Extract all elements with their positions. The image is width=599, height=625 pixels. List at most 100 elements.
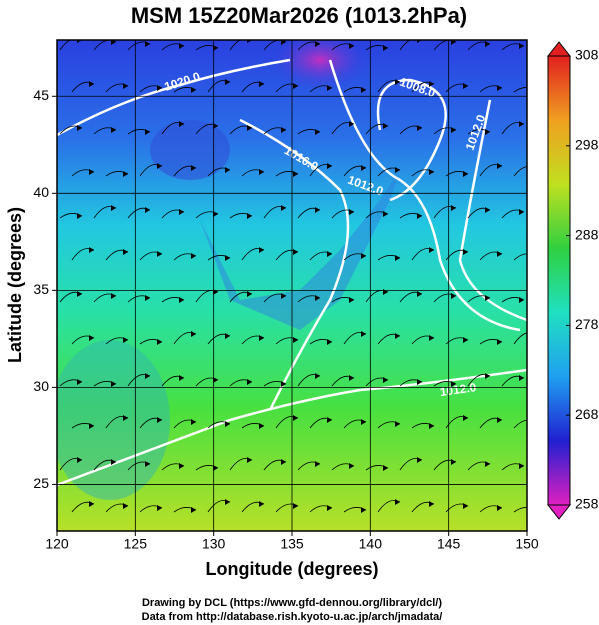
isobar	[376, 78, 447, 202]
stream-arrow	[361, 165, 366, 171]
colorbar-tick-label: 258	[575, 496, 599, 512]
stream-arrow	[395, 79, 400, 85]
streamline	[59, 40, 82, 51]
stream-arrow	[259, 335, 264, 341]
stream-arrow	[417, 125, 422, 131]
stream-arrow	[395, 421, 400, 427]
stream-arrow	[327, 417, 332, 423]
stream-arrow	[111, 40, 116, 45]
stream-arrow	[361, 87, 366, 93]
stream-arrow	[327, 163, 332, 169]
stream-arrow	[531, 165, 536, 171]
chart-title: MSM 15Z20Mar2026 (1013.2hPa)	[131, 3, 467, 28]
stream-arrow	[281, 293, 286, 299]
stream-arrow	[111, 293, 116, 299]
stream-arrow	[259, 501, 264, 507]
stream-arrow	[315, 373, 320, 379]
colorbar-tick-label: 268	[575, 406, 599, 422]
stream-arrow	[111, 459, 116, 465]
stream-arrow	[519, 463, 524, 469]
stream-arrow	[145, 129, 150, 135]
streamline	[513, 507, 527, 513]
stream-arrow	[293, 83, 298, 89]
isobar	[57, 58, 291, 137]
stream-arrow	[383, 211, 388, 217]
y-tick-label: 25	[33, 475, 49, 491]
stream-arrow	[179, 121, 184, 127]
stream-arrow	[429, 247, 434, 253]
x-tick-label: 130	[202, 536, 226, 552]
stream-arrow	[451, 127, 456, 133]
stream-arrow	[485, 295, 490, 301]
stream-arrow	[417, 457, 422, 463]
stream-arrow	[247, 457, 252, 463]
stream-arrow	[157, 339, 162, 345]
stream-arrow	[327, 505, 332, 511]
stream-arrow	[485, 373, 490, 379]
stream-arrow	[463, 415, 468, 421]
y-tick-label: 40	[33, 184, 49, 200]
stream-arrow	[247, 379, 252, 385]
stream-arrow	[519, 43, 524, 49]
stream-arrow	[191, 165, 196, 171]
stream-arrow	[383, 123, 388, 129]
x-tick-label: 140	[359, 536, 383, 552]
stream-arrow	[293, 249, 298, 255]
stream-arrow	[497, 417, 502, 423]
stream-arrow	[361, 331, 366, 337]
stream-arrow	[429, 335, 434, 341]
streamline	[513, 87, 527, 93]
stream-arrow	[281, 459, 286, 465]
stream-arrow	[497, 85, 502, 91]
stream-arrow	[123, 503, 128, 509]
stream-arrow	[89, 81, 94, 87]
stream-arrow	[111, 127, 116, 133]
colorbar-top	[546, 41, 572, 57]
stream-arrow	[327, 339, 332, 345]
stream-arrow	[77, 457, 82, 463]
streamline	[513, 419, 527, 429]
stream-arrow	[157, 417, 162, 423]
stream-arrow	[361, 419, 366, 425]
stream-arrow	[213, 465, 218, 471]
stream-arrow	[497, 163, 502, 169]
credit: Data from http://database.rish.kyoto-u.a…	[142, 611, 443, 623]
stream-arrow	[89, 247, 94, 253]
stream-arrow	[531, 419, 536, 425]
stream-arrow	[417, 291, 422, 297]
stream-arrow	[417, 213, 422, 219]
colorbar-bottom	[546, 504, 572, 520]
isobar	[239, 118, 350, 411]
stream-arrow	[349, 121, 354, 127]
stream-arrow	[259, 247, 264, 253]
stream-arrow	[417, 379, 422, 385]
stream-arrow	[463, 83, 468, 89]
stream-arrow	[293, 415, 298, 421]
isobar	[458, 99, 527, 322]
stream-arrow	[89, 335, 94, 341]
stream-arrow	[531, 331, 536, 337]
stream-arrow	[145, 41, 150, 47]
stream-arrow	[179, 43, 184, 49]
stream-arrow	[225, 255, 230, 261]
x-tick-label: 120	[45, 536, 69, 552]
x-tick-label: 150	[515, 536, 539, 552]
stream-arrow	[451, 205, 456, 211]
stream-arrow	[315, 129, 320, 135]
stream-arrow	[383, 465, 388, 471]
stream-arrow	[361, 253, 366, 259]
stream-arrow	[395, 333, 400, 339]
stream-arrow	[225, 333, 230, 339]
stream-arrow	[123, 171, 128, 177]
stream-arrow	[315, 207, 320, 213]
y-tick-label: 35	[33, 281, 49, 297]
y-tick-label: 45	[33, 87, 49, 103]
stream-arrow	[179, 297, 184, 303]
stream-arrow	[77, 379, 82, 385]
stream-arrow	[191, 253, 196, 259]
stream-arrow	[111, 381, 116, 387]
stream-arrow	[349, 43, 354, 49]
stream-arrow	[191, 419, 196, 425]
stream-arrow	[157, 85, 162, 91]
stream-arrow	[519, 209, 524, 215]
